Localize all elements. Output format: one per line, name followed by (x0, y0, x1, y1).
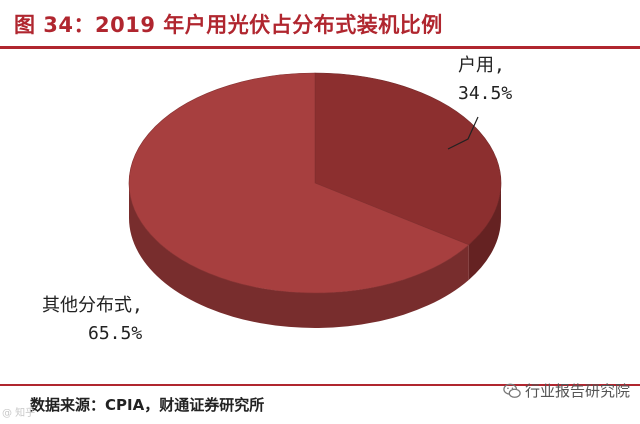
pie-chart: 户用, 34.5% 其他分布式, 65.5% (42, 55, 512, 344)
title-bar: 图 34：2019 年户用光伏占分布式装机比例 (0, 0, 640, 49)
wechat-icon (503, 383, 521, 398)
pie-slice-1 (314, 72, 502, 246)
slice-label-1: 户用, (458, 55, 505, 76)
watermark: 行业报告研究院 (503, 380, 630, 401)
watermark-text: 行业报告研究院 (524, 382, 630, 400)
corner-watermark: @ 知乎 (2, 408, 36, 419)
slice-value-label-2: 65.5% (88, 323, 142, 344)
leader-line-1 (447, 116, 479, 150)
pie-slice-side-2 (129, 183, 469, 328)
pie-slice-2 (128, 72, 470, 294)
pie-slice-side-1 (468, 183, 501, 280)
source-note: 数据来源：CPIA，财通证券研究所 (30, 396, 265, 414)
chart-title: 图 34：2019 年户用光伏占分布式装机比例 (14, 13, 443, 37)
footer-divider (0, 384, 640, 386)
slice-label-2: 其他分布式, (42, 295, 143, 316)
slice-value-label-1: 34.5% (458, 83, 512, 104)
